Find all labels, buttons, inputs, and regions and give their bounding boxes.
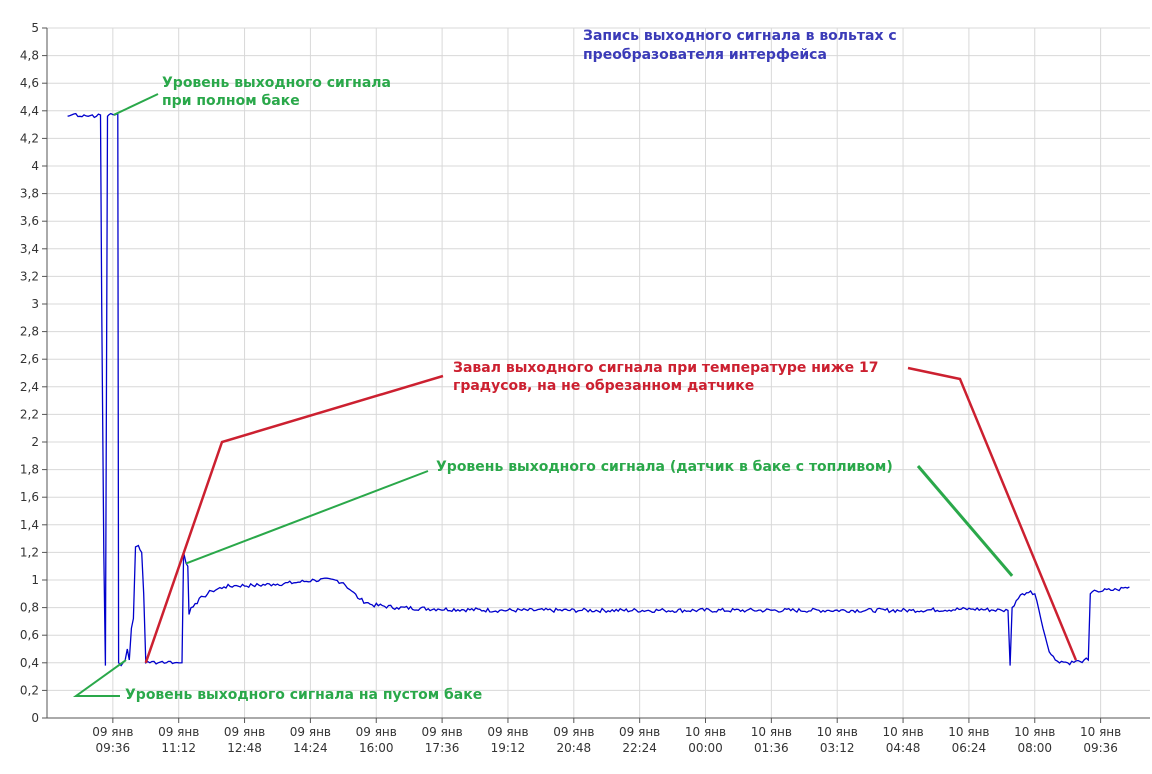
x-tick-time: 20:48	[557, 741, 592, 755]
y-tick-label: 1,2	[20, 545, 39, 559]
x-tick-date: 09 янв	[224, 725, 265, 739]
annotation-full-tank-line-2: при полном баке	[162, 93, 300, 109]
y-tick-label: 0,8	[20, 601, 39, 615]
chart-title: Запись выходного сигнала в вольтах с пре…	[583, 28, 897, 63]
grid	[47, 27, 1150, 719]
y-tick-label: 4,6	[20, 76, 39, 90]
y-tick-label: 4	[31, 159, 39, 173]
x-tick-time: 08:00	[1017, 741, 1052, 755]
y-tick-label: 1	[31, 573, 39, 587]
annotation-empty-tank: Уровень выходного сигнала на пустом баке	[125, 687, 482, 703]
y-tick-labels: 0 0,2 0,4 0,6 0,8 1 1,2 1,4 1,6 1,8 2 2,2 2,4 2,6 2,8 3…	[20, 21, 39, 725]
x-tick-time: 11:12	[161, 741, 196, 755]
x-tick-time: 09:36	[96, 741, 131, 755]
callout-sensor-left	[185, 470, 429, 565]
y-tick-label: 1,4	[20, 518, 39, 532]
annotations: Уровень выходного сигнала при полном бак…	[125, 75, 893, 703]
y-tick-label: 1,6	[20, 490, 39, 504]
y-tick-label: 3,4	[20, 242, 39, 256]
x-tick-time: 09:36	[1083, 741, 1118, 755]
chart-title-line-1: Запись выходного сигнала в вольтах с	[583, 28, 897, 44]
x-tick-date: 10 янв	[685, 725, 726, 739]
annotation-lines	[72, 93, 1078, 697]
x-tick-time: 12:48	[227, 741, 262, 755]
y-tick-label: 5	[31, 21, 39, 35]
y-tick-label: 2,6	[20, 352, 39, 366]
annotation-low-temp-line-2: градусов, на не обрезанном датчике	[453, 378, 754, 394]
chart-title-line-2: преобразователя интерфейса	[583, 47, 827, 63]
callout-low-temp-right	[907, 366, 1078, 661]
y-tick-label: 4,2	[20, 131, 39, 145]
x-tick-time: 17:36	[425, 741, 460, 755]
x-tick-date: 10 янв	[882, 725, 923, 739]
y-tick-label: 3,2	[20, 269, 39, 283]
x-tick-time: 14:24	[293, 741, 328, 755]
x-tick-labels: 09 янв 09:36 09 янв 11:12 09 янв 12:48 09 янв 1…	[92, 725, 1121, 755]
x-tick-time: 03:12	[820, 741, 855, 755]
x-tick-time: 00:00	[688, 741, 723, 755]
axes	[42, 27, 1150, 723]
x-tick-date: 09 янв	[553, 725, 594, 739]
x-tick-time: 16:00	[359, 741, 394, 755]
annotation-full-tank-line-1: Уровень выходного сигнала	[162, 75, 391, 91]
callout-full-tank	[113, 93, 159, 116]
x-tick-date: 10 янв	[1080, 725, 1121, 739]
y-tick-label: 2,4	[20, 380, 39, 394]
x-tick-date: 10 янв	[948, 725, 989, 739]
x-tick-date: 10 янв	[1014, 725, 1055, 739]
x-tick-date: 09 янв	[421, 725, 462, 739]
x-tick-date: 09 янв	[356, 725, 397, 739]
series-line	[67, 112, 1130, 667]
y-tick-label: 3,8	[20, 187, 39, 201]
callout-sensor-right	[916, 465, 1014, 577]
y-tick-label: 0,4	[20, 656, 39, 670]
y-tick-label: 1,8	[20, 463, 39, 477]
x-tick-date: 09 янв	[92, 725, 133, 739]
y-tick-label: 4,8	[20, 49, 39, 63]
x-tick-date: 09 янв	[487, 725, 528, 739]
y-tick-label: 2,8	[20, 325, 39, 339]
x-tick-time: 06:24	[952, 741, 987, 755]
y-tick-label: 2,2	[20, 407, 39, 421]
y-tick-label: 3,6	[20, 214, 39, 228]
x-tick-time: 19:12	[491, 741, 526, 755]
annotation-sensor-in-fuel: Уровень выходного сигнала (датчик в баке…	[436, 459, 893, 475]
annotation-low-temp-line-1: Завал выходного сигнала при температуре …	[453, 360, 878, 376]
x-tick-date: 09 янв	[158, 725, 199, 739]
x-tick-date: 09 янв	[290, 725, 331, 739]
y-tick-label: 0,6	[20, 628, 39, 642]
x-tick-date: 10 янв	[817, 725, 858, 739]
x-tick-date: 09 янв	[619, 725, 660, 739]
x-tick-time: 04:48	[886, 741, 921, 755]
y-tick-label: 0,2	[20, 683, 39, 697]
callout-empty-tank	[72, 659, 127, 697]
series-layer	[67, 112, 1130, 667]
callout-low-temp-left	[144, 374, 444, 664]
x-tick-time: 22:24	[622, 741, 657, 755]
x-tick-time: 01:36	[754, 741, 789, 755]
y-tick-label: 3	[31, 297, 39, 311]
y-tick-label: 0	[31, 711, 39, 725]
y-tick-label: 4,4	[20, 104, 39, 118]
y-tick-label: 2	[31, 435, 39, 449]
x-tick-date: 10 янв	[751, 725, 792, 739]
